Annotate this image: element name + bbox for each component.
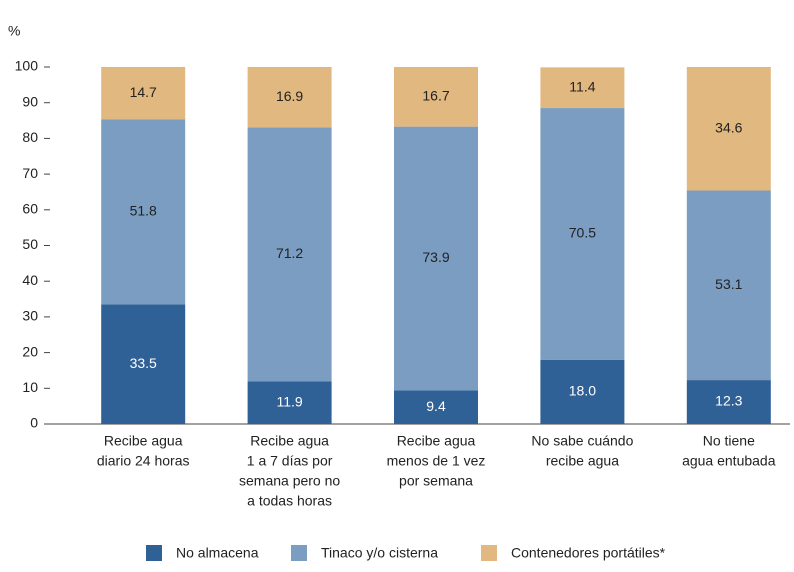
y-tick-label: 70 [22, 165, 38, 181]
x-tick-label: No tiene [703, 433, 755, 449]
legend-swatch [146, 545, 162, 561]
x-tick-label: a todas horas [247, 493, 332, 509]
data-label: 73.9 [422, 249, 449, 265]
legend-label: Tinaco y/o cisterna [321, 545, 438, 561]
x-tick-label: diario 24 horas [97, 453, 190, 469]
y-tick-label: 0 [30, 415, 38, 431]
bar-segment [540, 359, 625, 424]
y-tick-label: 60 [22, 201, 38, 217]
data-label: 53.1 [715, 276, 742, 292]
bar-segment [247, 67, 332, 128]
data-label: 16.9 [276, 88, 303, 104]
y-tick-label: 90 [22, 93, 38, 109]
x-tick-label: Recibe agua [250, 433, 329, 449]
x-tick-label: agua entubada [682, 453, 776, 469]
data-label: 14.7 [130, 84, 157, 100]
bar-segment [394, 390, 478, 424]
data-label: 33.5 [130, 355, 157, 371]
y-tick-label: 10 [22, 379, 38, 395]
legend-label: No almacena [176, 545, 259, 561]
y-tick-label: 100 [15, 58, 39, 74]
bar-segment [540, 108, 625, 360]
data-label: 16.7 [422, 88, 449, 104]
bar-segment [394, 67, 478, 127]
bar-segment [101, 304, 186, 424]
data-label: 70.5 [569, 225, 596, 241]
data-label: 11.4 [569, 78, 595, 94]
y-tick-label: 30 [22, 308, 38, 324]
x-tick-label: menos de 1 vez [387, 453, 486, 469]
bar-segment [686, 67, 771, 191]
x-tick-label: recibe agua [546, 453, 619, 469]
legend-swatch [291, 545, 307, 561]
data-label: 18.0 [569, 383, 596, 399]
bar-segment [540, 67, 625, 109]
bar-segment [394, 126, 478, 391]
bar-segment [686, 380, 771, 424]
x-tick-label: No sabe cuándo [531, 433, 633, 449]
legend-label: Contenedores portátiles* [511, 545, 666, 561]
bar-segment [247, 127, 332, 382]
x-tick-label: por semana [399, 473, 473, 489]
bar-segment [101, 67, 186, 120]
data-label: 71.2 [276, 245, 303, 261]
x-tick-label: semana pero no [239, 473, 340, 489]
data-label: 9.4 [426, 398, 446, 414]
legend-swatch [481, 545, 497, 561]
x-tick-label: 1 a 7 días por [247, 453, 333, 469]
y-tick-label: 50 [22, 236, 38, 252]
data-label: 12.3 [715, 393, 742, 409]
x-tick-label: Recibe agua [397, 433, 476, 449]
x-tick-label: Recibe agua [104, 433, 183, 449]
y-tick-label: 40 [22, 272, 38, 288]
bar-segment [247, 381, 332, 424]
data-label: 11.9 [276, 393, 302, 409]
data-label: 34.6 [715, 119, 742, 135]
y-tick-label: 20 [22, 343, 38, 359]
y-axis-label: % [8, 23, 20, 39]
bar-segment [686, 190, 771, 381]
y-tick-label: 80 [22, 129, 38, 145]
bar-segment [101, 119, 186, 305]
data-label: 51.8 [130, 203, 157, 219]
